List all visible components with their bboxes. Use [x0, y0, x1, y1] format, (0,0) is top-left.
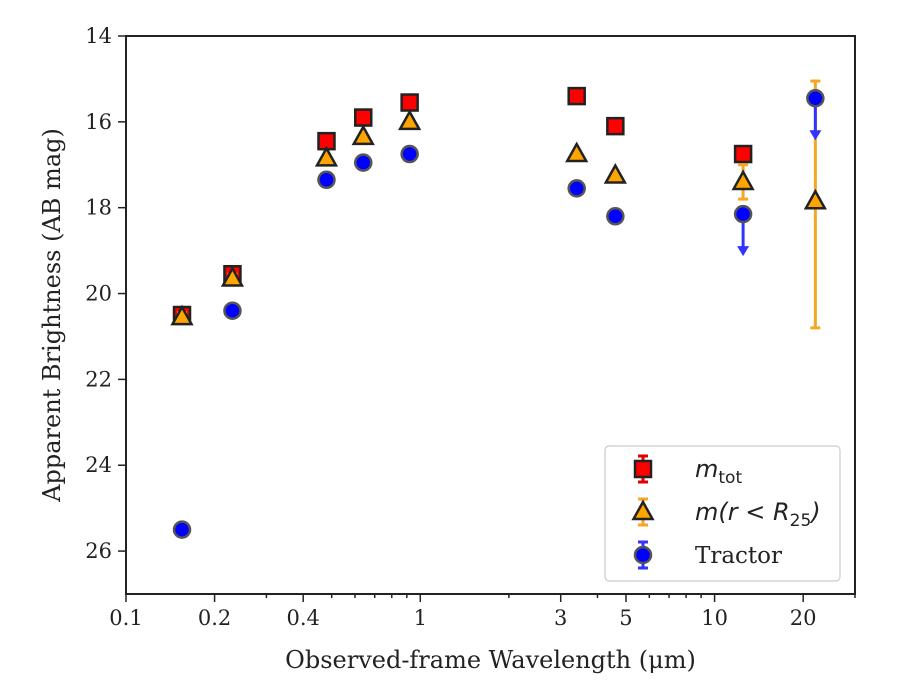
- series-circle: [172, 88, 825, 539]
- data-point: [314, 145, 339, 167]
- data-point: [351, 124, 375, 146]
- data-point: [317, 170, 336, 190]
- legend-entry: m(r < R25): [631, 497, 821, 531]
- data-marks: [170, 79, 827, 539]
- x-axis: 0.1 0.2 0.4 1 3 5 10 20: [109, 594, 856, 630]
- data-point: [354, 153, 373, 172]
- data-point: [400, 144, 419, 164]
- legend-label: mtot: [695, 455, 742, 488]
- series-square: [172, 86, 753, 325]
- y-tick-label: 18: [85, 196, 112, 220]
- x-tick-label: 0.2: [198, 606, 231, 630]
- legend: mtot m(r < R25) Tractor: [604, 445, 841, 582]
- data-point: [354, 108, 373, 127]
- data-point: [606, 116, 625, 136]
- legend-marker: [633, 545, 653, 565]
- data-point: [172, 520, 192, 539]
- data-point: [565, 141, 589, 163]
- legend-entry: Tractor: [633, 540, 782, 570]
- x-tick-label: 3: [554, 606, 567, 630]
- x-tick-label: 1: [414, 606, 427, 630]
- x-tick-label: 10: [701, 606, 728, 630]
- y-axis: 14 16 18 20 22 24 26: [85, 24, 126, 563]
- data-point: [398, 109, 422, 131]
- data-point: [606, 207, 625, 226]
- y-tick-label: 26: [85, 539, 112, 563]
- data-point: [567, 179, 586, 198]
- y-tick-label: 22: [85, 367, 112, 391]
- legend-label: Tractor: [695, 543, 782, 569]
- x-tick-label: 0.1: [109, 606, 142, 630]
- data-point: [220, 265, 245, 287]
- data-point: [603, 162, 627, 184]
- y-tick-label: 16: [85, 110, 112, 134]
- x-axis-label: Observed-frame Wavelength (μm): [285, 646, 696, 674]
- data-point: [733, 144, 753, 164]
- y-tick-label: 24: [85, 453, 112, 477]
- data-point: [731, 169, 755, 191]
- upper-limit-arrow-head: [737, 246, 750, 257]
- data-point: [733, 204, 753, 224]
- y-tick-label: 14: [85, 24, 112, 48]
- data-point: [803, 188, 827, 210]
- x-tick-label: 20: [790, 606, 817, 630]
- legend-label: m(r < R25): [695, 498, 821, 531]
- legend-box: [604, 445, 841, 582]
- series-triangle: [170, 79, 827, 330]
- y-axis-label: Apparent Brightness (AB mag): [38, 128, 66, 503]
- data-point: [400, 93, 419, 112]
- legend-marker: [633, 459, 653, 479]
- y-tick-label: 20: [85, 282, 112, 306]
- x-tick-label: 5: [619, 606, 632, 630]
- data-point: [170, 304, 194, 326]
- legend-entry: mtot: [633, 454, 742, 488]
- data-point: [223, 301, 242, 320]
- legend-marker: [631, 499, 655, 521]
- x-tick-label: 0.4: [286, 606, 319, 630]
- upper-limit-arrow-head: [809, 130, 822, 141]
- data-point: [567, 86, 586, 106]
- data-point: [806, 88, 825, 108]
- plot-area-frame: [125, 35, 856, 595]
